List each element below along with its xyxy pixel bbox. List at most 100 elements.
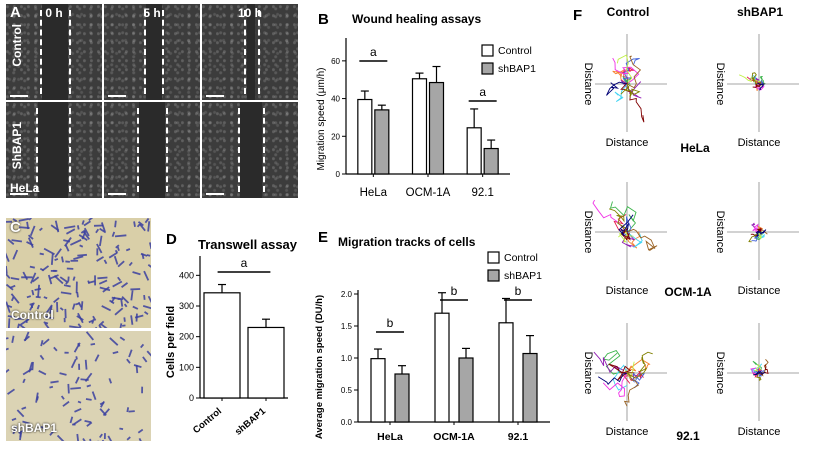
- significance-label: b: [451, 284, 458, 298]
- stained-cell: [30, 272, 37, 284]
- panel-letter-d: D: [166, 231, 177, 248]
- stained-cell: [90, 343, 96, 346]
- stained-cell: [69, 325, 81, 328]
- stain-shbap1-image: shBAP1: [6, 331, 151, 441]
- stained-cell: [98, 279, 108, 285]
- cell-track: [609, 201, 637, 233]
- time-label-0h: 0 h: [45, 6, 63, 20]
- stained-cell: [114, 234, 127, 238]
- track-y-label: Distance: [582, 211, 594, 254]
- stained-cell: [102, 286, 110, 293]
- stained-cell: [6, 273, 11, 279]
- stained-cell: [53, 297, 60, 304]
- track-plot-4: Distance Distance: [582, 323, 667, 438]
- x-tick-label: OCM-1A: [433, 431, 475, 443]
- stained-cell: [88, 218, 94, 221]
- stained-cell: [99, 235, 103, 247]
- track-y-label: Distance: [582, 352, 594, 395]
- stained-cell: [100, 222, 106, 232]
- cell-track: [748, 231, 760, 243]
- stained-cell: [128, 349, 133, 358]
- bar-Control-value: [203, 292, 241, 399]
- stained-cell: [99, 408, 107, 417]
- stained-cell: [115, 244, 120, 249]
- chart-e-migration-tracks: E Migration tracks of cells Average migr…: [314, 229, 550, 443]
- stained-cell: [147, 295, 151, 305]
- stained-cell: [70, 386, 81, 390]
- stained-cell: [29, 265, 35, 269]
- y-tick-label: 300: [179, 301, 194, 311]
- stained-cell: [66, 267, 74, 270]
- track-x-label: Distance: [738, 426, 781, 438]
- stained-cell: [77, 253, 87, 257]
- legend-swatch-shBAP1: [481, 62, 494, 75]
- cell-track: [757, 82, 765, 91]
- stained-cell: [112, 280, 123, 288]
- stained-cell: [77, 400, 82, 404]
- x-tick-label: HeLa: [360, 187, 388, 199]
- stained-cell: [32, 276, 40, 283]
- stained-cell: [65, 260, 70, 263]
- panel-f-migration-tracks: F Control shBAP1 HeLa OCM-1A 92.1 Distan…: [573, 5, 799, 443]
- stained-cell: [67, 383, 70, 394]
- stained-cell: [133, 221, 136, 227]
- stained-cell: [61, 256, 64, 263]
- stained-cell: [22, 378, 26, 384]
- stained-cell: [21, 406, 27, 410]
- legend-swatch-Control: [481, 44, 494, 57]
- cell-track: [623, 371, 639, 407]
- stained-cell: [37, 284, 41, 297]
- stained-cell: [95, 327, 100, 328]
- stained-cell: [146, 254, 151, 257]
- track-plots: DistanceDistanceDistanceDistanceDistance…: [582, 34, 799, 438]
- stained-cell: [31, 361, 34, 371]
- track-row-label-hela: HeLa: [680, 141, 710, 155]
- cell-track: [612, 57, 640, 85]
- stained-cell: [9, 284, 16, 289]
- stained-cell: [149, 242, 151, 250]
- stained-cell: [93, 224, 104, 227]
- chart-d-transwell: D Transwell assay Cells per field 0 100 20…: [165, 231, 298, 438]
- stained-cell: [53, 346, 58, 352]
- stained-cell: [6, 337, 9, 340]
- stained-cell: [101, 305, 112, 312]
- stained-cell: [109, 337, 119, 346]
- cell-track: [751, 72, 760, 85]
- stained-cell: [28, 218, 32, 221]
- stained-cell: [49, 385, 54, 389]
- stained-cell: [132, 271, 141, 276]
- stained-cell: [7, 318, 11, 328]
- stained-cell: [12, 249, 19, 260]
- y-tick-label: 20: [331, 132, 340, 141]
- track-plot-0: Distance Distance: [582, 34, 667, 149]
- bar-HeLa-Control: [370, 358, 386, 423]
- cell-track: [620, 227, 631, 241]
- stained-cell: [56, 434, 66, 441]
- stained-cell: [80, 229, 86, 234]
- x-tick-label: Control: [191, 406, 224, 436]
- stained-cell: [11, 335, 15, 344]
- stained-cell: [147, 221, 151, 232]
- track-y-label: Distance: [714, 352, 726, 395]
- stained-cell: [70, 239, 82, 246]
- stained-cell: [43, 296, 48, 300]
- stained-cell: [70, 259, 79, 262]
- stained-cell: [143, 270, 150, 281]
- chart-e-legend: Control shBAP1: [487, 251, 542, 282]
- bar-92.1-Control: [498, 322, 514, 423]
- cell-track: [756, 372, 762, 382]
- stained-cell: [98, 320, 105, 326]
- chart-b-ylabel: Migration speed (μm/h): [316, 67, 327, 170]
- chart-d-ylabel: Cells per field: [165, 306, 177, 378]
- stained-cell: [6, 252, 10, 262]
- stained-cell: [54, 258, 59, 262]
- stained-cell: [114, 220, 117, 228]
- stain-control-image: Control: [6, 218, 151, 328]
- stained-cell: [86, 421, 93, 427]
- track-col-label-control: Control: [607, 5, 650, 19]
- stained-cell: [82, 438, 86, 441]
- bar-92.1-Control: [466, 127, 482, 175]
- stained-cell: [92, 315, 97, 321]
- stained-cell: [40, 425, 45, 430]
- stained-cell: [123, 317, 126, 322]
